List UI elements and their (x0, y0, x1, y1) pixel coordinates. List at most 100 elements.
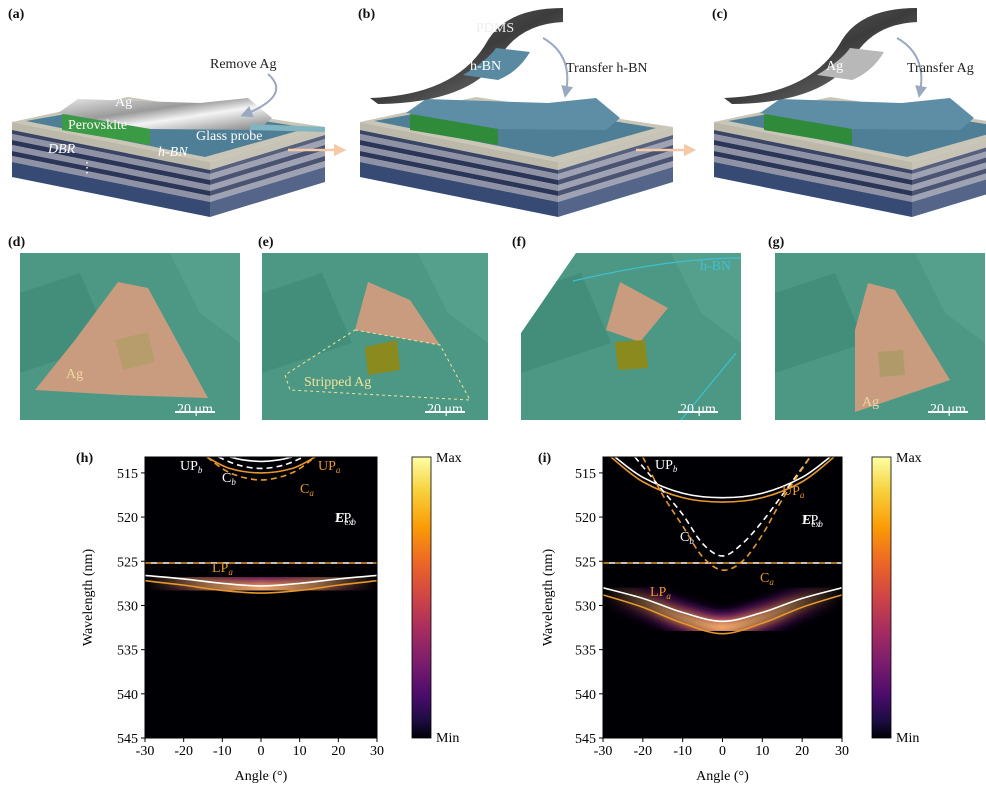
x-tick-label: -20 (174, 744, 193, 759)
scale-bar-label: 20 μm (427, 402, 463, 417)
x-tick-label: -10 (213, 744, 232, 759)
panel-label: (i) (538, 451, 552, 466)
annotation: DBR (47, 142, 76, 157)
curve-label-main: LP (212, 561, 229, 576)
micrographs (20, 253, 985, 420)
y-tick-label: 525 (575, 555, 596, 570)
x-tick-label: -30 (136, 744, 155, 759)
y-tick-label: 515 (575, 467, 596, 482)
annotation: Transfer h-BN (566, 61, 648, 76)
panel-label: (f) (512, 235, 526, 250)
annotation: Glass probe (196, 129, 263, 144)
curve-label-main: UP (180, 459, 198, 474)
y-tick-label: 545 (117, 732, 138, 747)
scale-bar-label: 20 μm (177, 402, 213, 417)
y-tick-label: 515 (117, 467, 138, 482)
x-tick-label: -20 (633, 744, 652, 759)
annotation: Ag (826, 59, 843, 74)
annotation: h-BN (470, 59, 501, 74)
curve-label-sub: a (309, 488, 314, 498)
panel-label: (h) (76, 451, 93, 466)
perovskite (615, 340, 648, 370)
x-tick-label: 30 (835, 744, 849, 759)
curve-label-main: C (300, 482, 309, 497)
curve-label-main: UP (318, 459, 336, 474)
perovskite (878, 350, 905, 377)
y-axis-label: Wavelength (nm) (81, 549, 96, 647)
curve-label-sub: a (336, 465, 341, 475)
panel-label: (b) (358, 7, 375, 22)
annotation: Ag (66, 367, 83, 382)
curve-label-main: UP (655, 458, 673, 473)
colorbar-max: Max (436, 451, 462, 466)
curve-label-sub: a (228, 567, 233, 577)
y-tick-label: 530 (575, 599, 596, 614)
y-tick-label: 540 (575, 688, 596, 703)
curve-label-sub: b (673, 464, 678, 474)
y-tick-label: 545 (575, 732, 596, 747)
annotation: h-BN (158, 145, 188, 160)
scale-bar-label: 20 μm (930, 402, 966, 417)
annotation: ⋮ (80, 161, 94, 176)
x-axis-label: Angle (°) (696, 769, 749, 784)
emission-glow (145, 578, 377, 589)
x-tick-label: 20 (795, 744, 809, 759)
y-tick-label: 535 (575, 644, 596, 659)
curve-label-sub: a (769, 577, 774, 587)
exciton-label-main: E (801, 513, 811, 528)
curve-label-sub: a (666, 591, 671, 601)
x-tick-label: -30 (594, 744, 613, 759)
arrow (543, 38, 567, 92)
x-tick-label: 0 (719, 744, 726, 759)
x-tick-label: 0 (258, 744, 265, 759)
curve-label-sub: b (198, 465, 203, 475)
y-tick-label: 535 (117, 644, 138, 659)
annotation: Perovskite (68, 118, 127, 133)
colorbar-max: Max (896, 451, 922, 466)
panel-label: (d) (8, 235, 25, 250)
panel-label: (e) (258, 235, 274, 250)
exciton-label-main: E (334, 511, 344, 526)
scale-bar-label: 20 μm (680, 402, 716, 417)
y-tick-label: 530 (117, 599, 138, 614)
curve-label-main: C (222, 471, 231, 486)
curve-label-main: UP (782, 484, 800, 499)
y-tick-label: 540 (117, 688, 138, 703)
schematics (12, 8, 986, 217)
annotation: Ag (115, 95, 132, 110)
curve-label-sub: b (231, 477, 236, 487)
x-tick-label: 10 (755, 744, 769, 759)
x-tick-label: -10 (673, 744, 692, 759)
stamp (724, 8, 917, 104)
y-tick-label: 520 (575, 511, 596, 526)
y-axis-label: Wavelength (nm) (541, 549, 556, 647)
curve-label-sub: b (689, 536, 694, 546)
exciton-label-sub: ex (344, 517, 353, 527)
curve-label-main: C (680, 530, 689, 545)
figure: UPbCbUPaCaLPbLPaEex-30-20-10010203051552… (0, 0, 986, 785)
x-tick-label: 20 (331, 744, 345, 759)
colorbar-min: Min (436, 731, 459, 746)
curve-label-main: LP (650, 585, 667, 600)
annotation: Stripped Ag (304, 375, 371, 390)
annotation: h-BN (700, 259, 731, 274)
stamp (370, 8, 563, 104)
y-tick-label: 520 (117, 511, 138, 526)
annotation: Ag (862, 395, 879, 410)
annotation: Remove Ag (210, 57, 277, 72)
colorbar-min: Min (896, 731, 919, 746)
exciton-label-sub: ex (811, 519, 820, 529)
x-tick-label: 30 (370, 744, 384, 759)
panel-label: (g) (768, 235, 785, 250)
annotation: Transfer Ag (907, 61, 974, 76)
curve-label-sub: a (800, 490, 805, 500)
x-tick-label: 10 (293, 744, 307, 759)
panel-label: (c) (712, 7, 728, 22)
y-tick-label: 525 (117, 555, 138, 570)
annotation: PDMS (476, 21, 514, 36)
x-axis-label: Angle (°) (235, 769, 288, 784)
page: UPbCbUPaCaLPbLPaEex-30-20-10010203051552… (0, 0, 986, 785)
curve-label-main: C (760, 571, 769, 586)
panel-label: (a) (8, 7, 25, 22)
